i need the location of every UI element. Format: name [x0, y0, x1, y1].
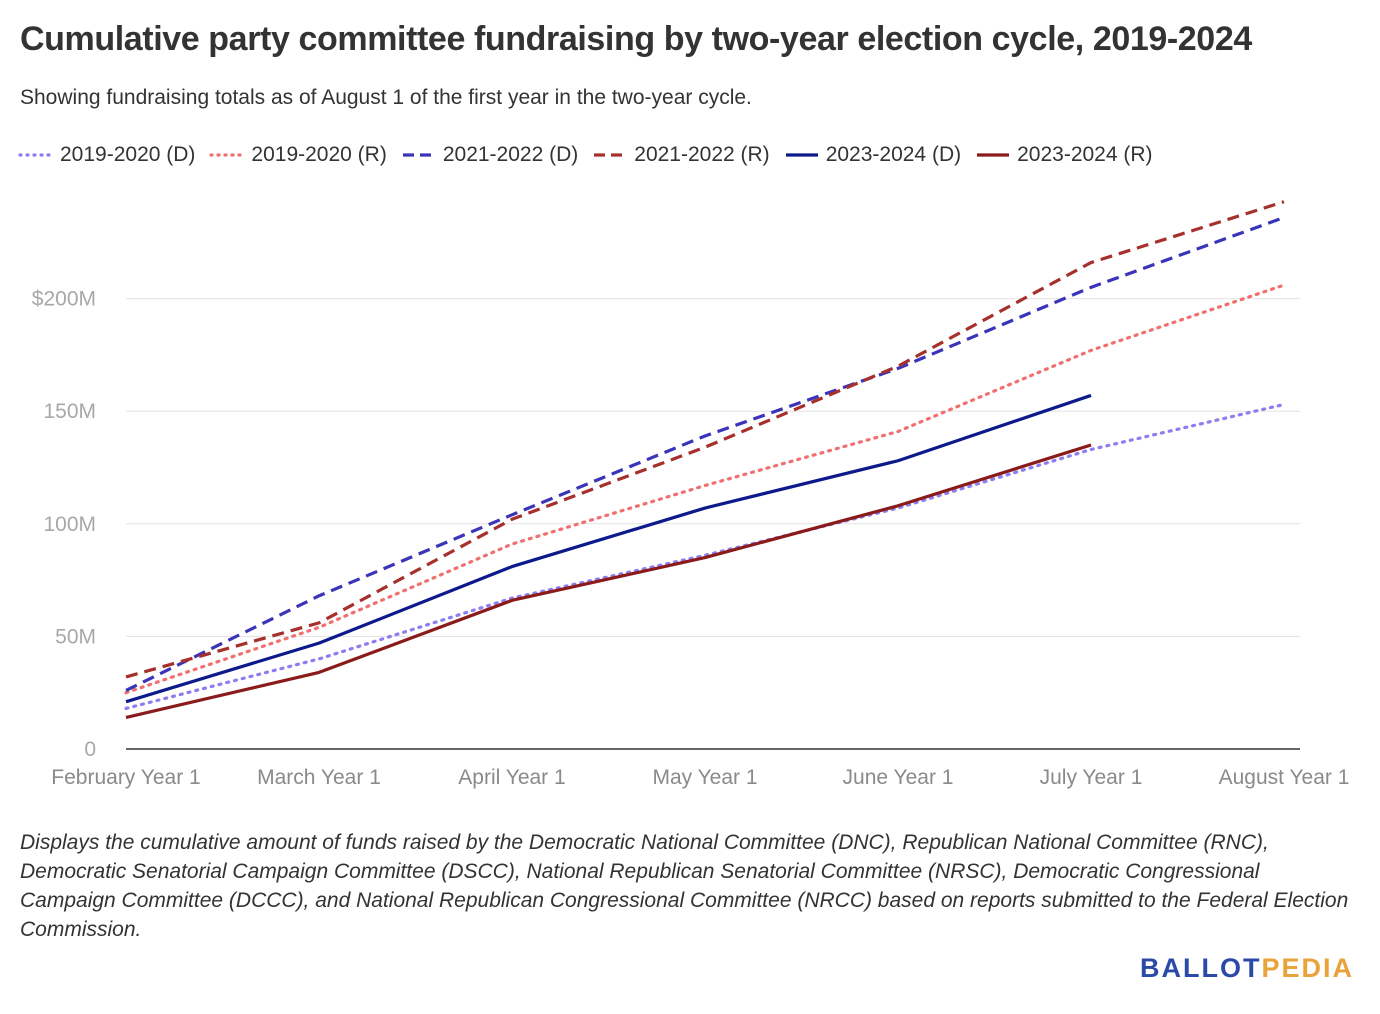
- logo-part-pedia: PEDIA: [1261, 953, 1354, 983]
- chart-legend: 2019-2020 (D) 2019-2020 (R) 2021-2022 (D) 2…: [18, 143, 1167, 167]
- series-line-1: [124, 402, 1286, 711]
- legend-label: 2023-2024 (R): [1017, 143, 1153, 166]
- line-chart: 0 50M 100M 150M $200M February Year 1 March Ye…: [32, 200, 1350, 789]
- legend-label: 2023-2024 (D): [825, 143, 962, 166]
- x-tick-label: April Year 1: [458, 766, 565, 789]
- y-tick-label: 50M: [55, 625, 96, 648]
- y-tick-label: 100M: [43, 513, 96, 536]
- x-tick-label: May Year 1: [652, 766, 757, 789]
- x-tick-label: June Year 1: [843, 766, 954, 789]
- legend-swatch: [785, 153, 818, 157]
- legend-swatch: [209, 153, 246, 157]
- legend-swatch: [977, 153, 1010, 157]
- series-line-4: [125, 200, 1285, 679]
- legend-item: 2019-2020 (D): [18, 143, 195, 167]
- series-line-2: [124, 283, 1286, 695]
- chart-footnote: Displays the cumulative amount of funds …: [20, 831, 1349, 941]
- y-tick-label: $200M: [32, 288, 96, 311]
- series-line-3: [125, 216, 1285, 692]
- x-tick-label: July Year 1: [1040, 766, 1143, 789]
- chart-subtitle: Showing fundraising totals as of August …: [20, 86, 752, 109]
- legend-label: 2019-2020 (D): [60, 143, 196, 166]
- legend-swatch: [594, 153, 627, 157]
- ballotpedia-logo: BALLOTPEDIA: [1140, 953, 1354, 984]
- x-tick-label: February Year 1: [51, 766, 200, 789]
- x-tick-label: March Year 1: [257, 766, 381, 789]
- chart-title: Cumulative party committee fundraising b…: [20, 20, 1252, 58]
- legend-item: 2019-2020 (R): [209, 143, 387, 167]
- legend-label: 2019-2020 (R): [251, 143, 387, 166]
- series-line-6: [125, 443, 1092, 720]
- logo-part-ballot: BALLOT: [1139, 953, 1262, 983]
- x-tick-label: August Year 1: [1219, 766, 1350, 789]
- legend-swatch: [18, 153, 54, 157]
- legend-label: 2021-2022 (R): [634, 143, 770, 166]
- legend-label: 2021-2022 (D): [442, 143, 579, 166]
- legend-item: 2021-2022 (R): [592, 143, 770, 167]
- series-line-5: [125, 393, 1092, 704]
- legend-item: 2021-2022 (D): [401, 143, 578, 167]
- legend-item: 2023-2024 (D): [784, 143, 961, 167]
- y-tick-label: 150M: [43, 400, 96, 423]
- legend-item: 2023-2024 (R): [975, 143, 1153, 167]
- y-tick-label: 0: [84, 738, 96, 761]
- legend-swatch: [402, 153, 435, 157]
